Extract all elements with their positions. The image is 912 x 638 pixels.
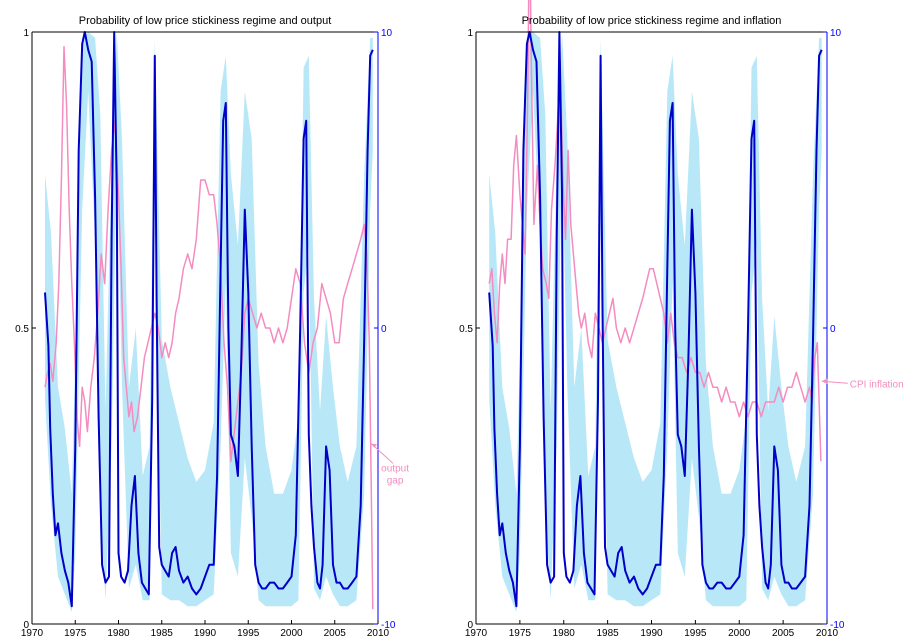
x-tick-label: 1990 bbox=[194, 628, 217, 638]
y-right-tick-label: 0 bbox=[381, 324, 387, 335]
annotation-arrow-head bbox=[821, 378, 828, 385]
chart-panel-2: Probability of low price stickiness regi… bbox=[459, 0, 904, 638]
x-tick-label: 1970 bbox=[21, 628, 44, 638]
x-tick-label: 1985 bbox=[151, 628, 174, 638]
x-tick-label: 2005 bbox=[324, 628, 347, 638]
annotation-arrow-head bbox=[371, 443, 378, 448]
y-right-tick-label: -10 bbox=[381, 620, 396, 631]
probability-series-line bbox=[44, 31, 374, 608]
confidence-band bbox=[489, 32, 822, 613]
x-tick-label: 1995 bbox=[237, 628, 260, 638]
chart-title: Probability of low price stickiness regi… bbox=[79, 15, 332, 27]
y-right-tick-label: 10 bbox=[830, 28, 842, 39]
x-tick-label: 1975 bbox=[64, 628, 87, 638]
macro-series-line bbox=[44, 46, 374, 610]
x-tick-label: 2010 bbox=[816, 628, 839, 638]
y-left-tick-label: 1 bbox=[23, 28, 29, 39]
annotation-label: gap bbox=[387, 475, 404, 486]
confidence-band bbox=[45, 32, 373, 613]
y-right-tick-label: 0 bbox=[830, 324, 836, 335]
y-left-tick-label: 0.5 bbox=[15, 324, 29, 335]
x-tick-label: 2010 bbox=[367, 628, 390, 638]
annotation-label: output bbox=[381, 463, 409, 474]
chart-panel-1: Probability of low price stickiness regi… bbox=[15, 15, 409, 638]
y-right-tick-label: 10 bbox=[381, 28, 393, 39]
x-tick-label: 1980 bbox=[107, 628, 130, 638]
y-right-tick-label: -10 bbox=[830, 620, 845, 631]
x-tick-label: 2000 bbox=[280, 628, 303, 638]
y-left-tick-label: 0.5 bbox=[459, 324, 473, 335]
x-tick-label: 2000 bbox=[728, 628, 751, 638]
chart-title: Probability of low price stickiness regi… bbox=[522, 15, 782, 27]
x-tick-label: 1990 bbox=[640, 628, 663, 638]
probability-series-line bbox=[488, 31, 823, 608]
y-left-tick-label: 1 bbox=[467, 28, 473, 39]
y-left-tick-label: 0 bbox=[467, 620, 473, 631]
annotation-label: CPI inflation bbox=[850, 379, 904, 390]
x-tick-label: 1975 bbox=[509, 628, 532, 638]
y-left-tick-label: 0 bbox=[23, 620, 29, 631]
x-tick-label: 1995 bbox=[684, 628, 707, 638]
x-tick-label: 2005 bbox=[772, 628, 795, 638]
x-tick-label: 1980 bbox=[553, 628, 576, 638]
x-tick-label: 1985 bbox=[597, 628, 620, 638]
x-tick-label: 1970 bbox=[465, 628, 488, 638]
